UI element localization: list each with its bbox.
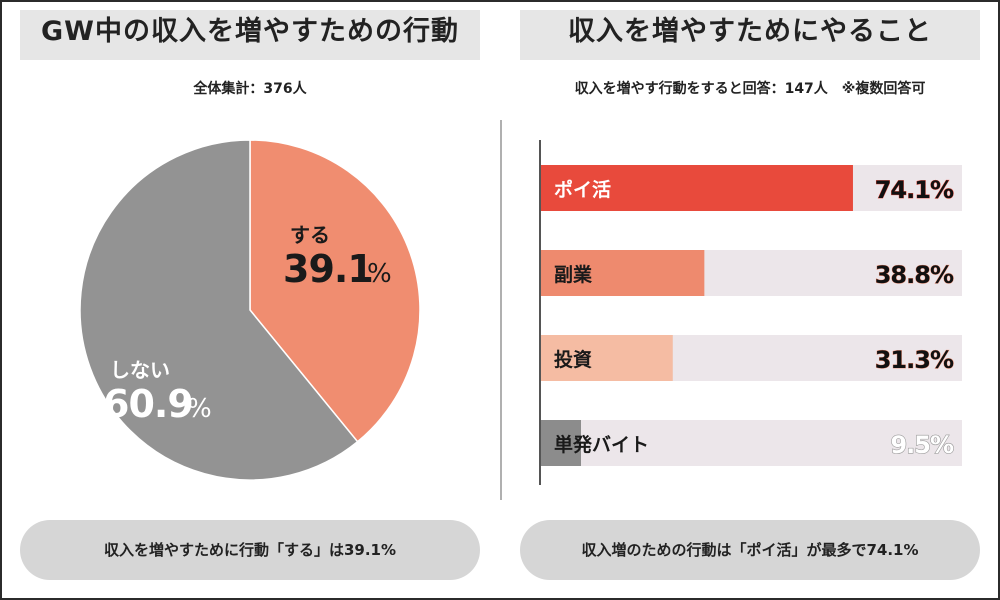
bar-3 [541,335,673,381]
bar-category-label: 投資 [554,348,592,371]
bar-value-label: 31.3% [875,346,954,374]
pie-slice-label: しない [110,358,170,382]
bar-2 [541,250,705,296]
bar-category-label: ポイ活 [554,178,611,201]
bar-1 [541,165,853,211]
pie-slice-dont [79,139,359,481]
bar-value-label: 74.1% [875,176,954,204]
left-summary-pill: 収入を増やすために行動「する」は39.1% [20,520,480,580]
pie-slice-unit: % [367,259,392,289]
left-panel-title: GW中の収入を増やすための行動 [20,10,480,60]
bar-chart: ポイ活 74.1% 副業 38.8% 投資 31.3% 単発バイト 9.5% [539,140,962,485]
pie-slice-unit: % [187,394,212,424]
bar-value-label: 38.8% [875,261,954,289]
pie-slice-do [249,139,421,443]
bar-category-label: 副業 [554,263,593,286]
bar-4 [541,420,581,466]
bar-value-label: 9.5% [890,431,954,459]
right-panel-title: 収入を増やすためにやること [520,10,980,60]
pie-slice-value: 39.1 [283,247,373,291]
bar-track [541,420,962,466]
bar-category-label: 単発バイト [554,433,649,456]
panel-divider [500,120,502,500]
left-panel-subtitle: 全体集計：376人 [193,81,307,97]
right-summary-pill: 収入増のための行動は「ポイ活」が最多で74.1% [520,520,980,580]
right-panel-subtitle: 収入を増やす行動をすると回答：147人 ※複数回答可 [574,81,926,97]
pie-slice-label: する [290,223,330,247]
pie-slice-value: 60.9 [103,382,193,426]
